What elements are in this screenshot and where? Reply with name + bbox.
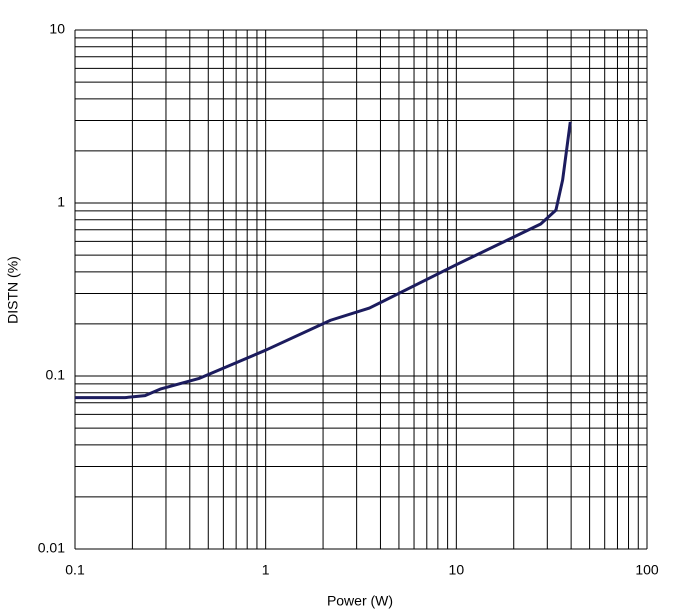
y-axis-label: DISTN (%) bbox=[5, 256, 21, 324]
x-axis-label: Power (W) bbox=[327, 593, 393, 609]
y-tick-label: 0.1 bbox=[46, 367, 66, 383]
y-tick-label: 10 bbox=[49, 21, 65, 37]
x-tick-label: 0.1 bbox=[65, 562, 85, 578]
x-tick-label: 100 bbox=[635, 562, 659, 578]
y-tick-label: 0.01 bbox=[38, 540, 65, 556]
data-line bbox=[75, 121, 572, 400]
x-tick-label: 10 bbox=[449, 562, 465, 578]
x-tick-label: 1 bbox=[262, 562, 270, 578]
y-tick-label: 1 bbox=[57, 194, 65, 210]
